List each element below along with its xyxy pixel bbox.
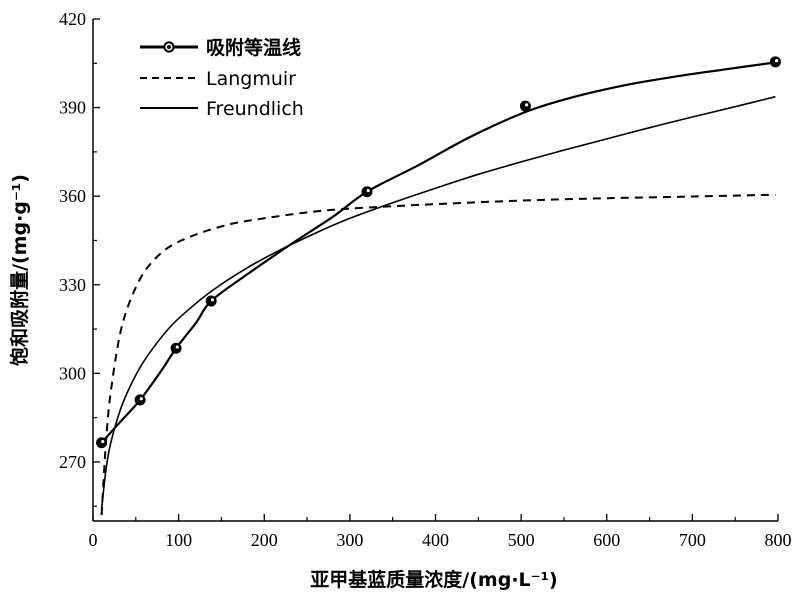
x-tick-label: 300 [336,530,363,550]
y-tick-label: 390 [59,98,86,118]
legend-marker-dot-isotherm [167,45,171,49]
data-point-isotherm [170,342,182,354]
series-line-freundlich [100,95,776,510]
data-point-highlight [525,103,529,107]
series-line-langmuir [100,193,776,516]
data-point-isotherm [96,437,108,449]
data-point-isotherm [361,186,373,198]
y-tick-label: 300 [59,363,86,383]
x-tick-label: 200 [251,530,278,550]
y-axis-ticks: 270 300 330 360 390 420 [59,9,100,507]
data-point-highlight [210,298,214,302]
series-layer [96,56,781,516]
y-tick-label: 420 [59,9,86,29]
legend: 吸附等温线 Langmuir Freundlich [140,36,304,120]
plot-frame [92,19,778,522]
legend-label-isotherm: 吸附等温线 [206,36,301,59]
x-tick-label: 400 [422,530,449,550]
legend-label-freundlich: Freundlich [206,98,304,120]
data-point-isotherm [519,100,531,112]
x-axis-title: 亚甲基蓝质量浓度/(mg·L⁻¹) [310,568,557,591]
y-tick-label: 360 [59,186,86,206]
data-point-highlight [101,439,105,444]
x-tick-label: 600 [593,530,620,550]
x-tick-label: 700 [679,530,706,550]
x-tick-label: 500 [508,530,535,550]
data-point-isotherm [769,56,781,68]
series-line-isotherm [100,61,776,444]
data-point-highlight [139,397,143,401]
y-tick-label: 330 [59,275,86,295]
data-point-highlight [775,59,779,63]
data-point-isotherm [205,295,217,307]
y-axis-title: 饱和吸附量/(mg·g⁻¹) [8,174,31,366]
x-tick-label: 0 [89,530,98,550]
legend-label-langmuir: Langmuir [206,68,296,90]
x-tick-label: 800 [765,530,792,550]
data-point-highlight [366,188,370,193]
data-point-highlight [175,345,179,349]
data-point-isotherm [134,394,146,406]
y-tick-label: 270 [59,452,86,472]
x-tick-label: 100 [165,530,192,550]
x-axis-ticks: 0 100 200 300 400 500 600 700 800 [89,514,792,550]
